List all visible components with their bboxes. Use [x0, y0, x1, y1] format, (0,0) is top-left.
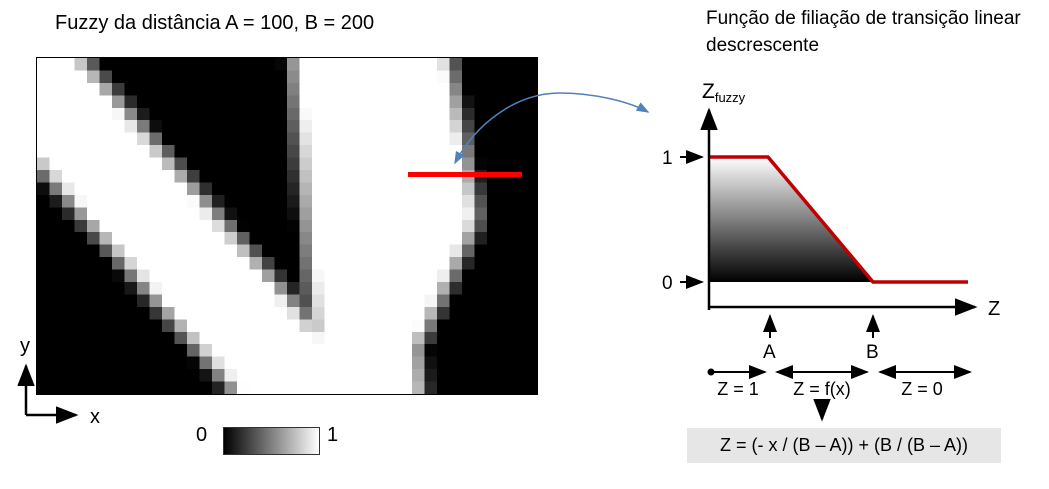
xy-axes-icon: y x	[17, 335, 100, 428]
plot-y-axis-title: Zfuzzy	[702, 80, 746, 105]
segment-label-z1: Z = 1	[717, 379, 759, 399]
marker-b-label: B	[866, 342, 879, 363]
membership-gradient-area	[710, 157, 873, 282]
membership-plot: Zfuzzy Z 1 0 A B Z = 1 Z = f(x) Z = 0	[662, 80, 1000, 422]
tick-label-one: 1	[662, 148, 673, 169]
colorbar-min-label: 0	[196, 424, 208, 446]
connector-path	[454, 92, 650, 165]
segment-label-zfx: Z = f(x)	[793, 379, 851, 399]
x-axis-label: x	[90, 406, 100, 428]
segment-label-z0: Z = 0	[901, 379, 943, 399]
tick-label-zero: 0	[662, 273, 673, 294]
fuzzy-raster-canvas	[37, 58, 537, 394]
fuzzy-distance-raster	[36, 57, 538, 395]
left-panel-title: Fuzzy da distância A = 100, B = 200	[55, 12, 375, 34]
plot-x-axis-title: Z	[988, 298, 1000, 320]
connector-arrow	[454, 92, 650, 165]
right-panel-title: Função de filiação de transição linear d…	[706, 8, 1021, 56]
y-axis-label: y	[20, 335, 30, 357]
sample-transect-line	[408, 172, 522, 177]
colorbar-gradient	[223, 427, 320, 455]
membership-line	[710, 155, 968, 284]
formula-box: Z = (- x / (B – A)) + (B / (B – A))	[687, 428, 1001, 463]
colorbar-max-label: 1	[327, 424, 339, 446]
marker-a-label: A	[763, 342, 776, 363]
